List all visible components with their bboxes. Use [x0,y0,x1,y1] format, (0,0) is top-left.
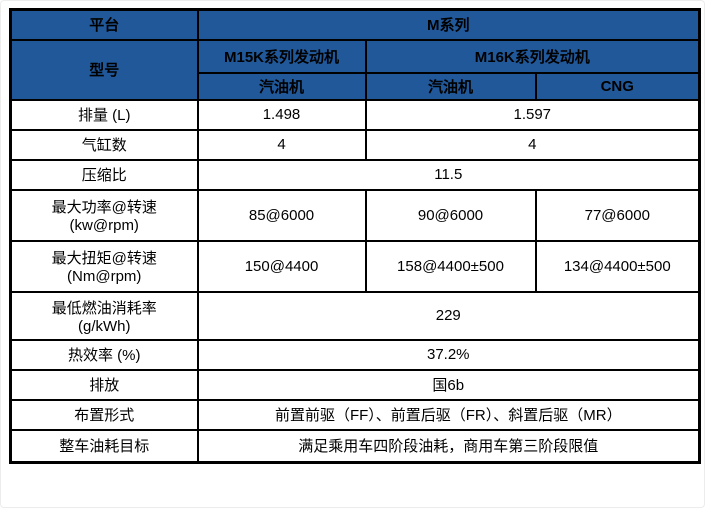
cylinders-m16k-cell: 4 [364,128,701,161]
max-torque-unit: (Nm@rpm) [67,268,142,285]
thermal-efficiency-label-cell: 热效率 (%) [9,338,199,371]
cylinders-m15k-cell: 4 [196,128,367,161]
min-fuel-value-cell: 229 [196,290,701,341]
compression-value-cell: 11.5 [196,158,701,191]
drive-layout-row: 布置形式 前置前驱（FF）、前置后驱（FR）、斜置后驱（MR） [9,398,701,431]
m16k-series-cell: M16K系列发动机 [364,38,701,74]
m15k-series-cell: M15K系列发动机 [196,38,367,74]
max-torque-label: 最大扭矩@转速 [51,250,157,267]
drive-layout-label-cell: 布置形式 [9,398,199,431]
displacement-m16k-cell: 1.597 [364,98,701,131]
cylinders-row: 气缸数 4 4 [9,128,701,161]
max-torque-m16k-cng-cell: 134@4400±500 [534,239,701,293]
max-power-m15k-cell: 85@6000 [196,188,367,242]
displacement-label-cell: 排量 (L) [9,98,199,131]
min-fuel-unit: (g/kWh) [78,317,131,335]
vehicle-fuel-target-label-cell: 整车油耗目标 [9,428,199,464]
series-row: 型号 M15K系列发动机 M16K系列发动机 [9,38,701,101]
displacement-m15k-cell: 1.498 [196,98,367,131]
engine-spec-table: 平台 M系列 型号 M15K系列发动机 M16K系列发动机 汽油机 汽油机 CN… [9,8,702,464]
platform-row: 平台 M系列 [9,8,701,41]
vehicle-fuel-target-value-cell: 满足乘用车四阶段油耗，商用车第三阶段限值 [196,428,701,464]
min-fuel-label: 最低燃油消耗率 [51,299,157,317]
emission-label-cell: 排放 [9,368,199,401]
m16k-gasoline-cell: 汽油机 [364,71,537,101]
platform-value-cell: M系列 [196,8,701,41]
emission-value-cell: 国6b [196,368,701,401]
min-fuel-label-cell: 最低燃油消耗率 (g/kWh) [9,290,199,341]
max-power-label-cell: 最大功率@转速 (kw@rpm) [9,188,199,242]
fuel-type-row: 汽油机 汽油机 CNG [11,71,701,101]
max-power-m16k-gas-cell: 90@6000 [364,188,537,242]
max-torque-m15k-cell: 150@4400 [196,239,367,293]
platform-label-cell: 平台 [9,8,199,41]
m16k-cng-cell: CNG [534,71,701,101]
m15k-fuel-cell: 汽油机 [196,71,367,101]
max-torque-label-cell: 最大扭矩@转速 (Nm@rpm) [9,239,199,293]
thermal-efficiency-value-cell: 37.2% [196,338,701,371]
displacement-row: 排量 (L) 1.498 1.597 [9,98,701,131]
max-torque-row: 最大扭矩@转速 (Nm@rpm) 150@4400 158@4400±500 1… [9,239,701,293]
model-label-cell: 型号 [9,38,199,101]
max-power-row: 最大功率@转速 (kw@rpm) 85@6000 90@6000 77@6000 [9,188,701,242]
emission-row: 排放 国6b [9,368,701,401]
compression-row: 压缩比 11.5 [9,158,701,191]
thermal-efficiency-row: 热效率 (%) 37.2% [9,338,701,371]
min-fuel-row: 最低燃油消耗率 (g/kWh) 229 [9,290,701,341]
cylinders-label-cell: 气缸数 [9,128,199,161]
max-power-unit: (kw@rpm) [69,217,139,234]
max-torque-m16k-gas-cell: 158@4400±500 [364,239,537,293]
vehicle-fuel-target-row: 整车油耗目标 满足乘用车四阶段油耗，商用车第三阶段限值 [9,428,701,464]
max-power-m16k-cng-cell: 77@6000 [534,188,701,242]
max-power-label: 最大功率@转速 [51,199,157,216]
drive-layout-value-cell: 前置前驱（FF）、前置后驱（FR）、斜置后驱（MR） [196,398,701,431]
compression-label-cell: 压缩比 [9,158,199,191]
